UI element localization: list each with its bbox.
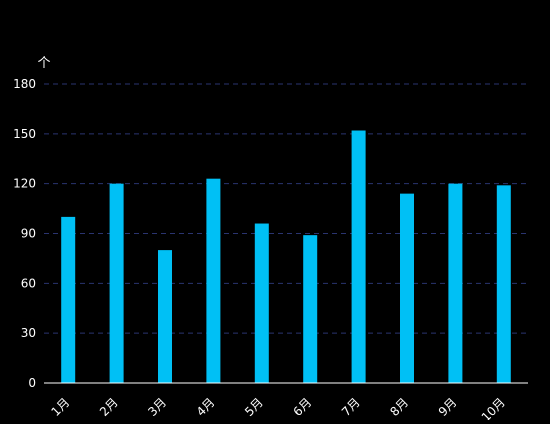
bar <box>254 223 269 383</box>
bar <box>109 183 124 383</box>
bars <box>61 130 511 383</box>
bar <box>351 130 366 383</box>
x-tick-label: 7月 <box>339 395 363 419</box>
x-tick-label: 2月 <box>97 395 121 419</box>
x-tick-label: 8月 <box>387 395 411 419</box>
x-tick-label: 5月 <box>242 395 266 419</box>
x-tick-label: 4月 <box>194 395 218 419</box>
y-axis-tick-labels: 0 30 60 90 120 150 180 <box>13 77 36 390</box>
bar <box>303 235 318 383</box>
y-axis-unit-label: 个 <box>37 56 50 71</box>
y-tick-label: 0 <box>28 376 36 390</box>
x-axis-tick-labels: 1月 2月 3月 4月 5月 6月 7月 8月 9月 10月 <box>49 395 508 424</box>
bar <box>158 250 172 383</box>
bar <box>61 216 76 383</box>
y-tick-label: 180 <box>13 77 36 91</box>
bar <box>448 183 463 383</box>
bar <box>496 185 511 383</box>
x-tick-label: 9月 <box>436 395 460 419</box>
bar <box>206 178 221 383</box>
x-tick-label: 6月 <box>291 395 315 419</box>
y-tick-label: 60 <box>21 276 36 290</box>
y-tick-label: 90 <box>21 227 36 241</box>
y-tick-label: 120 <box>13 177 36 191</box>
x-tick-label: 3月 <box>145 395 169 419</box>
x-tick-label: 1月 <box>49 395 73 419</box>
x-tick-label: 10月 <box>479 395 508 420</box>
y-tick-label: 150 <box>13 127 36 141</box>
y-tick-label: 30 <box>21 326 36 340</box>
bar <box>400 193 414 383</box>
